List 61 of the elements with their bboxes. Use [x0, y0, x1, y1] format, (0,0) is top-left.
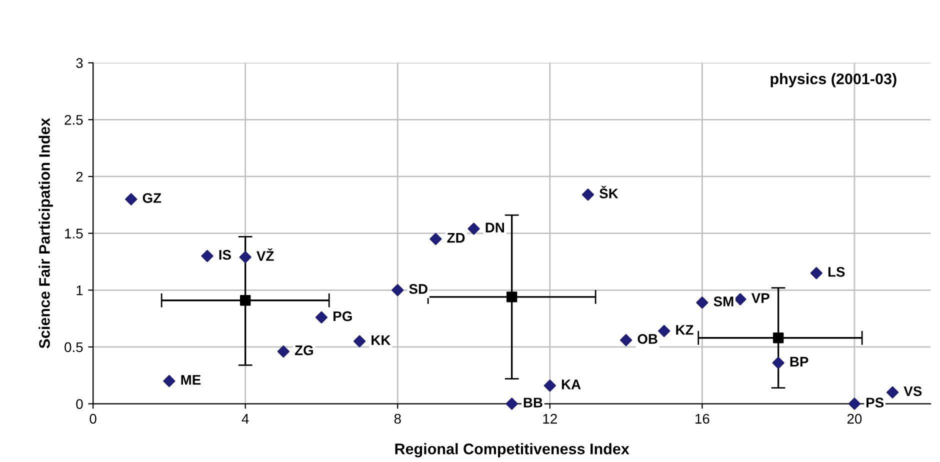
- x-tick-label: 8: [394, 414, 401, 424]
- point: [772, 332, 784, 344]
- annotation: BP: [790, 356, 808, 366]
- y-tick-label: 2.5: [64, 114, 83, 125]
- annotation: IS: [219, 250, 231, 260]
- annotation: ŠK: [599, 186, 618, 198]
- annotation: KK: [372, 335, 391, 345]
- y-tick-label: 3: [76, 58, 83, 68]
- point: [125, 193, 138, 206]
- y-tick-label: 2: [76, 172, 83, 182]
- annotation: SM: [714, 296, 734, 306]
- y-tick-label: 1: [76, 286, 83, 296]
- annotation: KZ: [676, 325, 694, 335]
- point: [506, 398, 518, 410]
- point: [277, 345, 290, 358]
- y-axis-title: Science Fair Participation Index: [38, 118, 53, 348]
- point: [430, 232, 442, 246]
- point: [582, 188, 594, 201]
- point: [240, 295, 251, 306]
- annotation: VS: [904, 386, 922, 396]
- annotation: SD: [409, 284, 428, 294]
- point: [696, 296, 708, 309]
- annotation: VŽ: [256, 248, 274, 261]
- point: [848, 398, 861, 410]
- point: [810, 267, 822, 280]
- annotation: VP: [751, 293, 770, 303]
- x-tick-label: 4: [242, 414, 249, 424]
- point: [620, 334, 632, 346]
- point: [163, 374, 176, 388]
- point: [734, 293, 746, 306]
- annotation: ME: [181, 375, 201, 385]
- point: [201, 250, 214, 262]
- y-tick-label: 0: [76, 399, 83, 409]
- annotation: GZ: [142, 193, 162, 203]
- point: [658, 324, 670, 338]
- point: [544, 380, 556, 392]
- x-tick-label: 12: [543, 414, 557, 424]
- point: [239, 251, 252, 264]
- x-tick-label: 0: [90, 414, 96, 424]
- y-tick-label: 1.5: [65, 228, 83, 238]
- point: [772, 356, 784, 369]
- annotation: BB: [524, 398, 542, 408]
- annotation: ZD: [447, 233, 465, 243]
- point: [353, 335, 366, 348]
- text: physics (2001-03): [770, 73, 896, 88]
- annotation: DN: [486, 222, 504, 232]
- point: [506, 292, 518, 302]
- annotation: LS: [828, 266, 845, 277]
- point: [392, 284, 404, 296]
- annotation: PG: [334, 311, 352, 322]
- annotation: ZG: [294, 345, 313, 356]
- annotation: PS: [866, 398, 884, 408]
- point: [468, 222, 480, 235]
- x-tick-label: 16: [696, 414, 710, 424]
- point: [315, 311, 328, 324]
- x-axis-title: Regional Competitiveness Index: [395, 443, 630, 458]
- x-tick-label: 20: [847, 414, 862, 424]
- y-tick-label: 0.5: [64, 342, 83, 352]
- point: [886, 386, 899, 398]
- annotation: OB: [638, 334, 658, 344]
- annotation: KA: [562, 380, 581, 390]
